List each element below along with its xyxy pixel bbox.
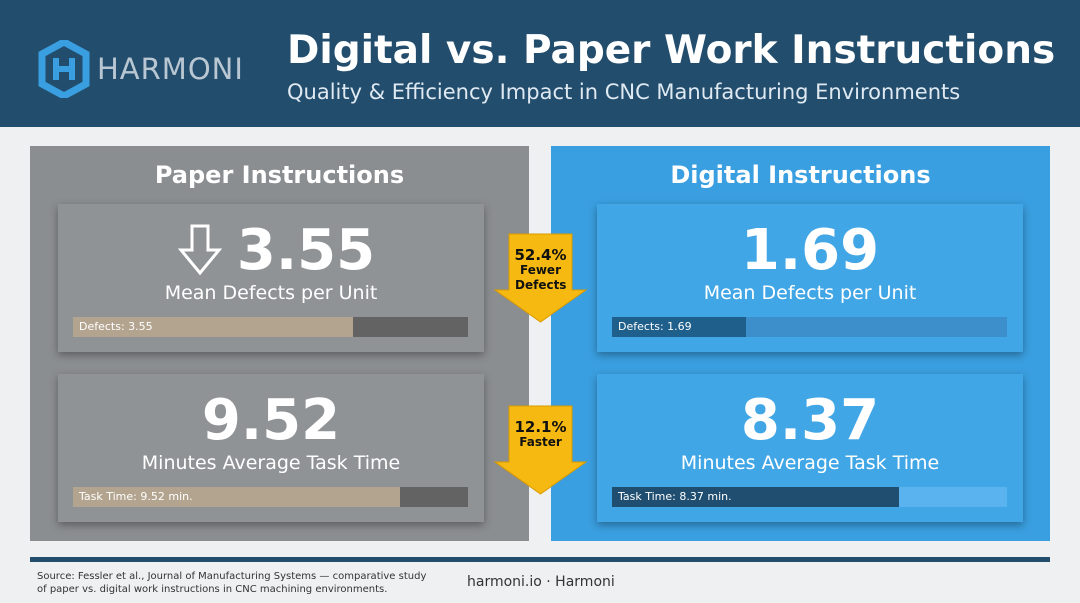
- callout-arrow: [493, 405, 588, 495]
- callout: 52.4% Fewer Defects: [493, 232, 588, 324]
- header: HARMONI Digital vs. Paper Work Instructi…: [0, 0, 1080, 127]
- metric-label: Minutes Average Task Time: [141, 452, 401, 474]
- callout-arrow: [493, 233, 588, 323]
- bar-label: Defects: 3.55: [79, 320, 153, 333]
- subtitle: Quality & Efficiency Impact in CNC Manuf…: [287, 80, 961, 104]
- bar-track: Task Time: 8.37 min.: [612, 487, 1007, 507]
- site: harmoni.io · Harmoni: [467, 574, 615, 590]
- metric-value: 1.69: [740, 218, 880, 283]
- logo-text: HARMONI: [97, 52, 244, 86]
- callout-caption: Fewer Defects: [515, 263, 567, 292]
- metric-label: Minutes Average Task Time: [680, 452, 940, 474]
- bar-track: Defects: 3.55: [73, 317, 468, 337]
- bar-track: Task Time: 9.52 min.: [73, 487, 468, 507]
- metric-label: Mean Defects per Unit: [703, 282, 917, 304]
- down-arrow-icon: [178, 224, 222, 276]
- callout-caption: Faster: [519, 435, 562, 449]
- panel-title: Paper Instructions: [154, 161, 405, 189]
- metric-label: Mean Defects per Unit: [164, 282, 378, 304]
- metric-card: 3.55 Mean Defects per Unit Defects: 3.55: [58, 204, 484, 352]
- bar-fill: [73, 317, 354, 337]
- source: Source: Fessler et al., Journal of Manuf…: [37, 571, 427, 595]
- panel-title: Digital Instructions: [670, 161, 931, 189]
- bar-label: Task Time: 8.37 min.: [618, 490, 732, 503]
- logo-icon: [38, 40, 90, 98]
- bar-label: Task Time: 9.52 min.: [79, 490, 193, 503]
- callout-text: 12.1% Faster: [493, 420, 588, 450]
- callout: 12.1% Faster: [493, 404, 588, 496]
- callout-value: 52.4%: [514, 246, 567, 264]
- panel: Digital Instructions 1.69 Mean Defects per…: [551, 146, 1050, 541]
- footer-rule: [30, 557, 1050, 562]
- panel: Paper Instructions 3.55 Mean Defects per U…: [30, 146, 529, 541]
- metric-value: 9.52: [201, 388, 341, 453]
- bar-fill: [612, 487, 900, 507]
- title: Digital vs. Paper Work Instructions: [287, 28, 1056, 73]
- metric-value: 3.55: [236, 218, 376, 283]
- metric-card: 9.52 Minutes Average Task Time Task Time: …: [58, 374, 484, 522]
- callout-text: 52.4% Fewer Defects: [493, 248, 588, 293]
- callout-value: 12.1%: [514, 418, 567, 436]
- metric-card: 1.69 Mean Defects per Unit Defects: 1.69: [597, 204, 1023, 352]
- bar-label: Defects: 1.69: [618, 320, 692, 333]
- metric-card: 8.37 Minutes Average Task Time Task Time: …: [597, 374, 1023, 522]
- bar-track: Defects: 1.69: [612, 317, 1007, 337]
- bar-fill: [612, 317, 746, 337]
- metric-value: 8.37: [740, 388, 880, 453]
- bar-fill: [73, 487, 400, 507]
